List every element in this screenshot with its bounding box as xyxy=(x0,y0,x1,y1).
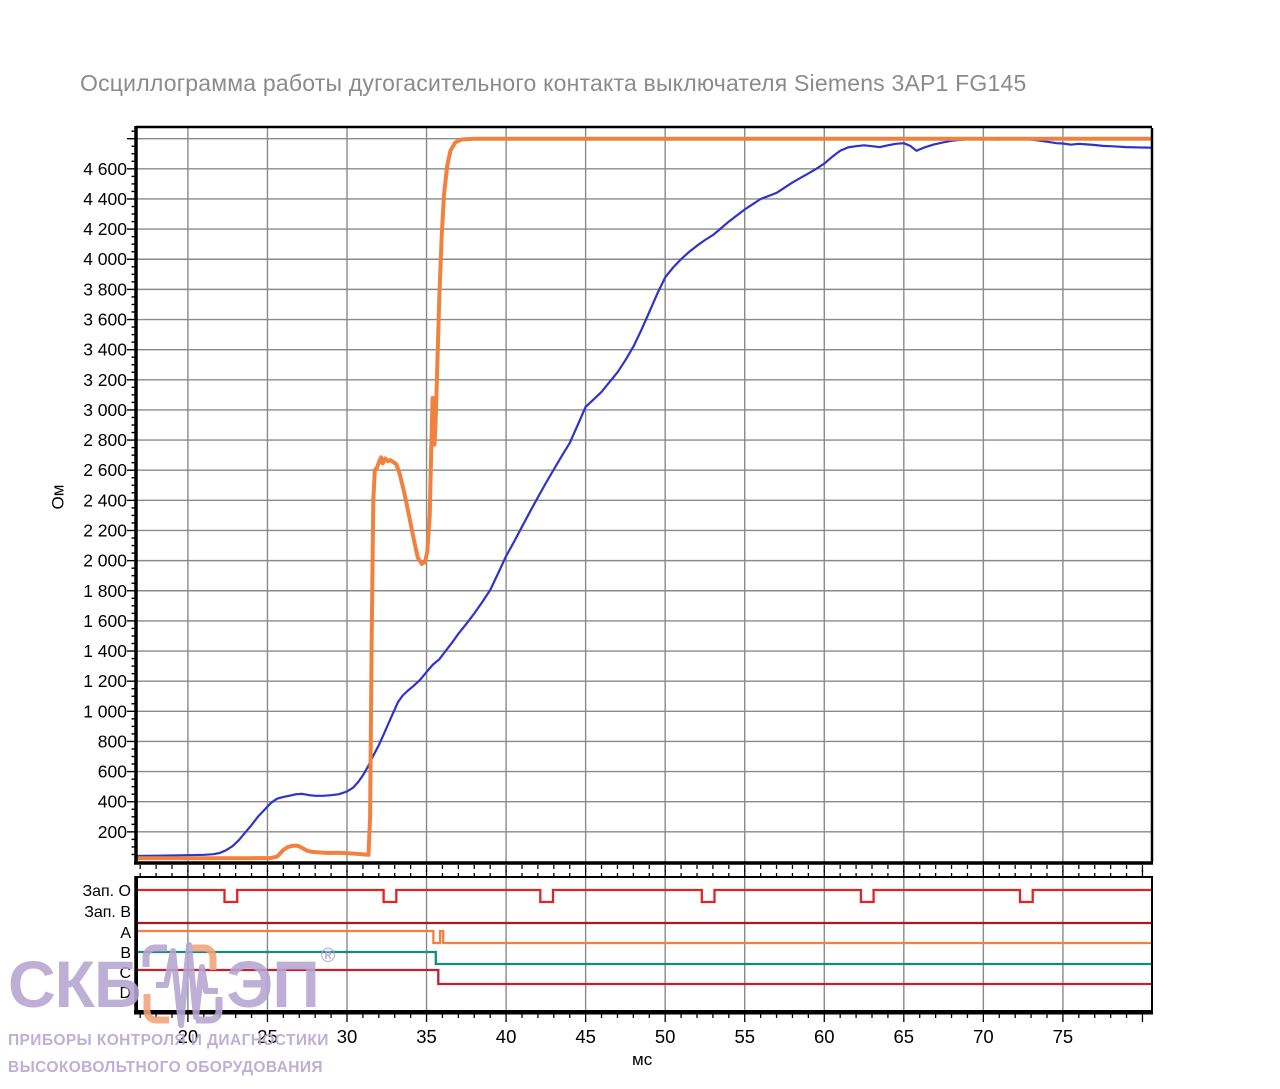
signal-label: B xyxy=(120,945,131,962)
y-tick-label: 4 200 xyxy=(83,219,127,239)
y-tick-label: 3 400 xyxy=(83,340,127,360)
y-tick-label: 800 xyxy=(98,731,127,751)
y-tick-label: 200 xyxy=(98,822,127,842)
y-tick-label: 3 000 xyxy=(83,400,127,420)
y-tick-label: 3 600 xyxy=(83,310,127,330)
signal-label: Зап. В xyxy=(84,904,131,921)
signal-label: A xyxy=(120,925,131,942)
x-tick-label: 75 xyxy=(1053,1026,1074,1047)
x-axis-title: мс xyxy=(632,1050,653,1069)
x-tick-label: 25 xyxy=(257,1026,278,1047)
y-tick-label: 4 400 xyxy=(83,189,127,209)
signal-label: Зап. О xyxy=(82,883,131,900)
signal-label: D xyxy=(119,985,131,1002)
x-tick-label: 65 xyxy=(894,1026,915,1047)
y-tick-label: 2 000 xyxy=(83,551,127,571)
x-tick-label: 60 xyxy=(814,1026,835,1047)
y-axis-title: Ом xyxy=(48,484,68,510)
y-tick-label: 1 000 xyxy=(83,701,127,721)
y-tick-label: 1 400 xyxy=(83,641,127,661)
y-tick-label: 400 xyxy=(98,792,127,812)
x-tick-label: 40 xyxy=(496,1026,517,1047)
y-tick-label: 2 400 xyxy=(83,490,127,510)
curve-orange_curve xyxy=(135,136,1153,861)
x-tick-label: 35 xyxy=(416,1026,437,1047)
x-tick-label: 55 xyxy=(734,1026,755,1047)
y-tick-label: 1 200 xyxy=(83,671,127,691)
y-tick-label: 4 600 xyxy=(83,159,127,179)
y-tick-label: 1 800 xyxy=(83,581,127,601)
y-tick-label: 1 600 xyxy=(83,611,127,631)
x-tick-label: 70 xyxy=(973,1026,994,1047)
x-tick-label: 30 xyxy=(337,1026,358,1047)
y-tick-label: 2 200 xyxy=(83,520,127,540)
page-title: Осциллограмма работы дугогасительного ко… xyxy=(80,70,1027,96)
y-tick-label: 3 200 xyxy=(83,370,127,390)
curve-blue_curve xyxy=(135,137,1152,858)
signal-trace-c xyxy=(137,968,1152,986)
signal-trace-запо xyxy=(137,888,1152,904)
y-tick-label: 600 xyxy=(98,762,127,782)
signal-label: C xyxy=(119,965,131,982)
y-tick-label: 3 800 xyxy=(83,279,127,299)
x-tick-label: 20 xyxy=(178,1026,199,1047)
x-tick-label: 45 xyxy=(575,1026,596,1047)
signal-trace-b xyxy=(137,950,1152,966)
y-tick-label: 4 000 xyxy=(83,249,127,269)
y-tick-label: 2 600 xyxy=(83,460,127,480)
y-tick-label: 2 800 xyxy=(83,430,127,450)
signal-trace-a xyxy=(137,929,1152,945)
x-tick-label: 50 xyxy=(655,1026,676,1047)
